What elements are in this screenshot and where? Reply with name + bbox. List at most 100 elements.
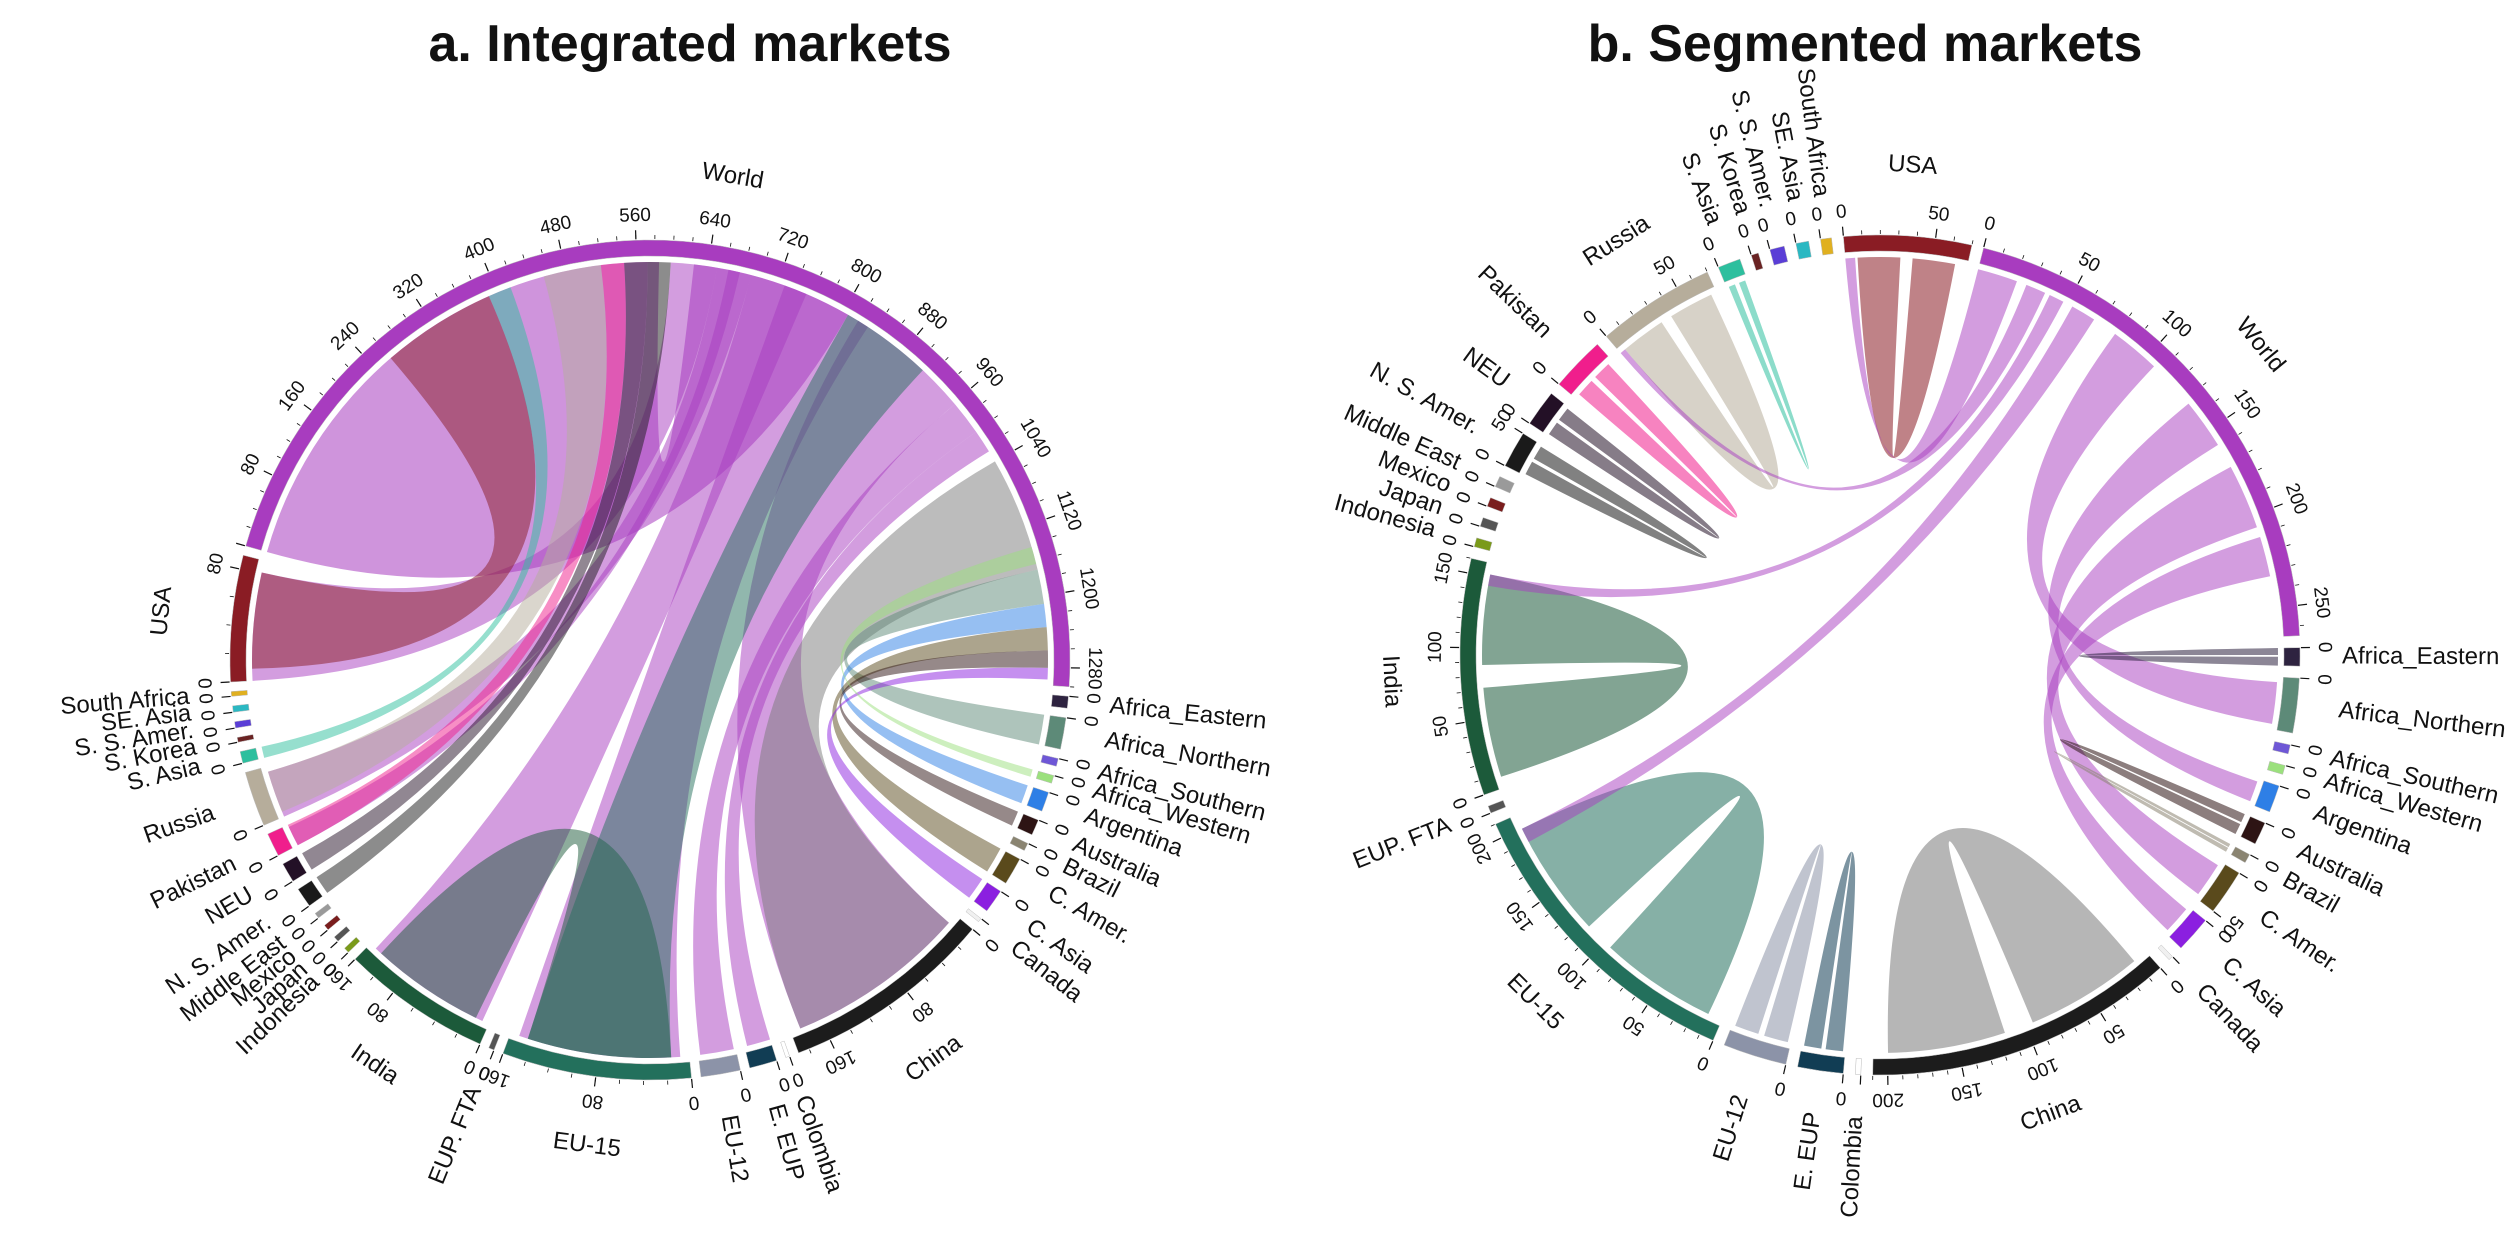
sector-arc-africa-western (1035, 770, 1055, 784)
minor-tick (1644, 300, 1648, 305)
minor-tick (234, 567, 240, 570)
sector-arc-russia (245, 767, 279, 826)
tick-mark (1495, 460, 1505, 466)
minor-tick (2160, 968, 2164, 972)
minor-tick (1052, 535, 1057, 538)
minor-tick (1704, 267, 1708, 272)
minor-tick (1460, 722, 1465, 724)
tick-mark (981, 918, 990, 926)
tick-label: 100 (2158, 306, 2196, 343)
tick-mark (1464, 543, 1474, 548)
minor-tick (1616, 321, 1620, 325)
minor-tick (1673, 282, 1677, 287)
tick-label: 80 (237, 450, 265, 478)
tick-label: 0 (1756, 215, 1772, 238)
tick-label: 240 (327, 318, 364, 355)
sector-arc-s-s-amer (1769, 245, 1789, 266)
sector-label-eu-12: EU-12 (1708, 1092, 1754, 1165)
tick-label: 0 (1453, 489, 1476, 506)
tick-label: 250 (2309, 586, 2334, 620)
sector-label-africa-eastern: Africa_Eastern (2342, 642, 2500, 670)
tick-mark (1783, 1065, 1787, 1075)
sector-arc-c-asia (2169, 909, 2206, 949)
minor-tick (594, 1077, 597, 1082)
tick-label: 50 (1619, 1011, 1648, 1040)
sector-arc-se-asia (232, 703, 250, 713)
sector-label-world: World (2231, 312, 2291, 377)
minor-tick (454, 1033, 458, 1038)
sector-arc-africa-southern (1040, 754, 1059, 767)
chord-ribbon-africa-northern-to-world (844, 569, 1045, 745)
minor-tick (522, 254, 525, 259)
chord-ribbon-australia-to-australia (2060, 739, 2245, 834)
minor-tick (850, 1029, 853, 1034)
sector-arc-indonesia (1473, 537, 1493, 552)
minor-tick (246, 525, 251, 528)
chord-ribbon-eu-15-to-world (527, 314, 923, 1058)
minor-tick (2129, 312, 2133, 317)
sector-arc-mexico (324, 914, 341, 931)
minor-tick (1657, 1013, 1660, 1018)
minor-tick (331, 377, 336, 381)
minor-tick (2033, 1046, 2036, 1051)
tick-mark (1841, 1074, 1844, 1084)
tick-label: 200 (2281, 480, 2312, 517)
minor-tick (260, 490, 265, 493)
minor-tick (1961, 1067, 1964, 1072)
minor-tick (1658, 291, 1662, 296)
tick-mark (1001, 891, 1010, 898)
sector-arc-s-s-amer (234, 719, 252, 729)
minor-tick (2295, 584, 2300, 586)
minor-tick (1497, 837, 1502, 841)
sector-arc-se-asia (1795, 240, 1812, 260)
sector-arcs (1459, 234, 2301, 1076)
minor-tick (2202, 382, 2207, 386)
chord-ribbon-world-to-africa-northern (2026, 333, 2278, 724)
tick-mark (1470, 522, 1480, 527)
minor-tick (1014, 447, 1019, 451)
tick-label: 0 (1835, 201, 1847, 223)
tick-label: 150 (1949, 1078, 1984, 1105)
chord-ribbon-china-to-china (1887, 828, 2135, 1053)
ribbons (1481, 257, 2278, 1053)
sector-arc-africa-northern (2276, 676, 2300, 734)
tick-label: 560 (619, 205, 651, 227)
minor-tick (2291, 564, 2296, 566)
chord-ribbon-s-asia-to-world (261, 287, 548, 758)
minor-tick (902, 319, 906, 324)
tick-label: 0 (1700, 233, 1718, 256)
minor-tick (540, 249, 543, 254)
minor-tick (837, 279, 840, 284)
tick-label: 0 (1439, 533, 1462, 549)
minor-tick (958, 370, 962, 375)
sector-label-russia: Russia (140, 799, 219, 849)
tick-mark (1020, 858, 1029, 865)
tick-label: 0 (1038, 845, 1062, 864)
tick-label: 160 (822, 1045, 860, 1078)
chord-ribbon-china-to-world (754, 461, 1038, 1029)
minor-tick (1065, 591, 1070, 593)
sector-label-eup-fta: EUP. FTA (423, 1082, 487, 1188)
tick-mark (269, 855, 278, 861)
minor-tick (2145, 324, 2149, 329)
tick-label: 0 (1461, 468, 1484, 486)
tick-label: 0 (980, 934, 1003, 956)
sector-arc-colombia (780, 1040, 790, 1058)
tick-label: 150 (1431, 551, 1458, 586)
minor-tick (344, 363, 349, 367)
tick-label: 0 (461, 1055, 479, 1078)
minor-tick (296, 423, 301, 426)
minor-tick (389, 992, 393, 997)
sector-arc-eup-fta (1487, 800, 1507, 814)
minor-tick (972, 929, 977, 933)
minor-tick (1039, 499, 1044, 502)
minor-tick (2113, 1005, 2117, 1009)
tick-label: 0 (200, 725, 222, 739)
minor-tick (252, 507, 257, 511)
minor-tick (931, 343, 935, 348)
tick-label: 0 (1082, 692, 1104, 704)
sector-label-africa-northern: Africa_Northern (2337, 696, 2506, 743)
sector-arc-india (354, 947, 487, 1045)
minor-tick (982, 399, 987, 403)
sector-arc-africa-western (2267, 760, 2286, 775)
